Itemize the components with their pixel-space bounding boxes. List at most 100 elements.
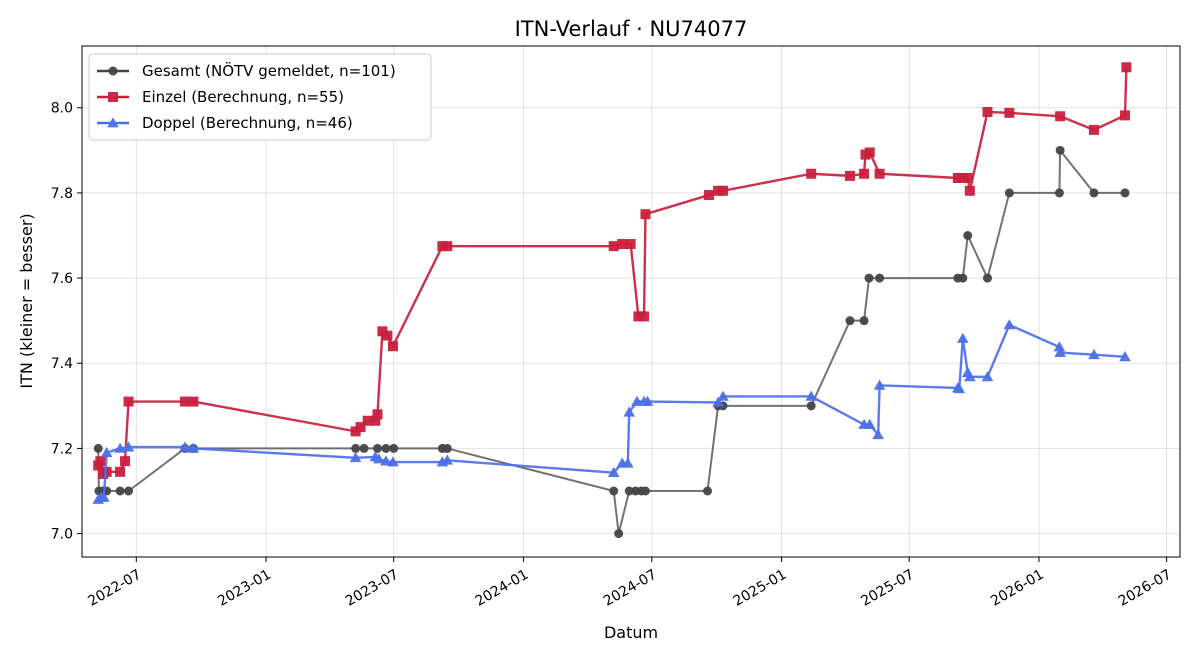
x-tick-label: 2023-01 bbox=[215, 567, 274, 610]
data-point bbox=[179, 396, 190, 407]
data-point bbox=[607, 466, 620, 478]
data-point bbox=[372, 443, 382, 453]
data-point bbox=[1121, 62, 1132, 73]
legend: Gesamt (NÖTV gemeldet, n=101) Einzel (Ber… bbox=[88, 53, 432, 141]
data-point bbox=[355, 422, 366, 433]
data-point bbox=[124, 486, 134, 496]
data-point bbox=[718, 185, 729, 196]
data-point bbox=[93, 443, 103, 453]
data-point bbox=[1089, 188, 1099, 198]
data-point bbox=[1088, 124, 1099, 135]
data-point bbox=[1004, 107, 1015, 118]
data-point bbox=[963, 230, 973, 240]
data-point bbox=[188, 396, 199, 407]
legend-box bbox=[88, 53, 432, 141]
data-point bbox=[382, 330, 393, 341]
x-tick-label: 2024-01 bbox=[473, 567, 532, 610]
data-point bbox=[872, 428, 884, 440]
legend-label: Gesamt (NÖTV gemeldet, n=101) bbox=[142, 61, 396, 80]
data-point bbox=[614, 529, 624, 539]
data-point bbox=[875, 273, 885, 283]
data-point bbox=[373, 453, 385, 464]
legend-marker bbox=[108, 66, 118, 76]
data-point bbox=[617, 239, 628, 250]
data-point bbox=[95, 456, 106, 467]
data-point bbox=[442, 443, 452, 453]
data-point bbox=[387, 341, 398, 352]
y-tick-label: 7.6 bbox=[51, 271, 73, 287]
data-point bbox=[639, 311, 650, 322]
y-tick-label: 7.2 bbox=[51, 441, 73, 457]
data-point bbox=[640, 486, 650, 496]
data-point bbox=[1088, 348, 1100, 360]
data-point bbox=[845, 316, 855, 326]
data-point bbox=[844, 170, 855, 181]
data-point bbox=[115, 486, 125, 496]
data-point bbox=[179, 441, 191, 452]
x-tick-label: 2025-01 bbox=[731, 567, 790, 610]
data-point bbox=[873, 379, 886, 390]
data-point bbox=[982, 107, 993, 118]
x-tick-label: 2025-07 bbox=[858, 567, 917, 610]
x-tick-label: 2022-07 bbox=[85, 567, 144, 610]
data-point bbox=[100, 446, 113, 458]
data-point bbox=[98, 491, 110, 502]
data-point bbox=[625, 239, 636, 250]
y-axis-label: ITN (kleiner = besser) bbox=[17, 213, 36, 388]
data-point bbox=[806, 168, 817, 179]
data-point bbox=[1055, 111, 1066, 122]
data-point bbox=[622, 457, 634, 468]
data-point bbox=[1054, 346, 1066, 357]
series-3 bbox=[92, 319, 1131, 504]
legend-entry: Gesamt (NÖTV gemeldet, n=101) bbox=[97, 61, 396, 80]
data-point bbox=[122, 441, 135, 452]
data-point bbox=[641, 395, 654, 406]
data-point bbox=[370, 415, 381, 426]
x-tick-label: 2023-07 bbox=[343, 567, 402, 610]
y-tick-label: 7.0 bbox=[51, 527, 73, 543]
data-point bbox=[441, 454, 454, 465]
data-point bbox=[964, 185, 975, 196]
data-point bbox=[123, 396, 134, 407]
series-2 bbox=[93, 62, 1132, 479]
data-point bbox=[703, 486, 713, 496]
data-point bbox=[387, 456, 399, 467]
data-point bbox=[962, 173, 973, 184]
x-tick-label: 2026-01 bbox=[988, 567, 1047, 610]
y-tick-label: 8.0 bbox=[51, 101, 73, 117]
data-point bbox=[874, 168, 885, 179]
data-point bbox=[120, 456, 131, 467]
data-point bbox=[863, 418, 876, 429]
data-point bbox=[442, 241, 453, 252]
data-point bbox=[859, 316, 869, 326]
data-point bbox=[1053, 341, 1066, 352]
y-tick-label: 7.8 bbox=[51, 186, 73, 202]
plot-series bbox=[92, 62, 1132, 539]
data-point bbox=[712, 396, 724, 407]
data-point bbox=[349, 451, 362, 463]
data-point bbox=[806, 401, 816, 411]
data-point bbox=[956, 332, 969, 343]
series-1 bbox=[93, 145, 1130, 539]
x-tick-label: 2024-07 bbox=[601, 567, 660, 610]
data-point bbox=[1004, 188, 1014, 198]
legend-marker bbox=[107, 117, 119, 128]
data-point bbox=[114, 442, 126, 453]
data-point bbox=[389, 443, 399, 453]
data-point bbox=[1119, 351, 1131, 362]
data-point bbox=[359, 443, 369, 453]
data-point bbox=[609, 486, 619, 496]
data-point bbox=[1119, 110, 1130, 121]
x-axis-label: Datum bbox=[604, 623, 658, 642]
data-point bbox=[964, 371, 976, 382]
data-point bbox=[981, 371, 994, 382]
legend-entry: Doppel (Berechnung, n=46) bbox=[97, 114, 353, 132]
data-point bbox=[380, 455, 392, 466]
data-point bbox=[1120, 188, 1130, 198]
data-point bbox=[624, 486, 634, 496]
data-point bbox=[372, 409, 383, 420]
data-point bbox=[623, 406, 636, 417]
data-point bbox=[805, 390, 817, 401]
data-point bbox=[859, 168, 870, 179]
